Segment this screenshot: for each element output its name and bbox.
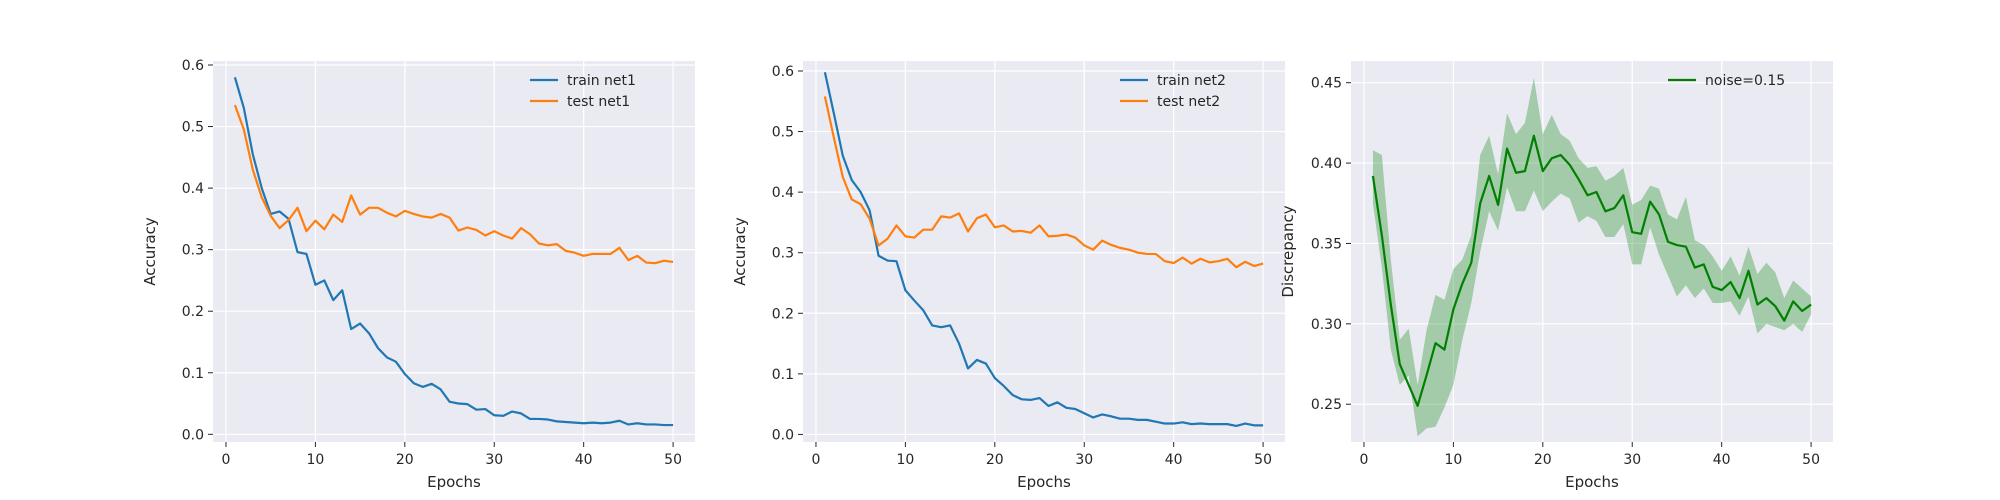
legend: train net1 test net1 [530,73,636,110]
series-train-net1 [233,77,674,427]
series-line [1371,134,1812,407]
y-tick-label: 0.1 [772,367,794,383]
x-tick-label: 40 [575,452,593,468]
chart-panel-net2: 0 10 20 30 40 50 0.0 0.1 0.2 0.3 0.4 0.5 0.6 Epochs Ac… [731,61,1285,491]
y-tick-label: 0.0 [772,427,794,443]
series-line [233,104,674,265]
legend-label: noise=0.15 [1705,73,1785,89]
y-tick-label: 0.5 [772,125,794,141]
y-tick-label: 0.45 [1311,76,1342,92]
series-train-net2 [823,71,1264,428]
x-tick-label: 30 [485,452,503,468]
y-tick-label: 0.6 [772,64,794,80]
series-noise-0-15 [1371,77,1812,437]
y-axis-label: Accuracy [731,217,749,286]
x-tick-label: 10 [306,452,324,468]
y-tick-label: 0.3 [772,246,794,262]
legend: train net2 test net2 [1120,73,1226,110]
y-tick-label: 0.6 [182,58,204,74]
x-tick-label: 20 [1534,452,1552,468]
y-tick-label: 0.2 [772,306,794,322]
x-tick-label: 50 [1254,452,1272,468]
y-tick-label: 0.3 [182,243,204,259]
chart-panel-net1: 0 10 20 30 40 50 0.0 0.1 0.2 0.3 0.4 0.5 0.6 Epochs Ac… [141,58,695,491]
x-tick-label: 50 [1802,452,1820,468]
x-tick-label: 0 [812,452,821,468]
legend-label: test net2 [1157,94,1220,110]
legend-label: train net2 [1157,73,1226,89]
plot-area [1351,61,1833,442]
x-tick-label: 30 [1075,452,1093,468]
x-tick-label: 20 [986,452,1004,468]
series-test-net1 [233,104,674,265]
series-line [823,71,1264,428]
series-test-net2 [823,96,1264,269]
series-line [233,77,674,427]
chart-panel-discrepancy: 0 10 20 30 40 50 0.25 0.30 0.35 0.40 0.45 Epochs Dis… [1279,61,1833,491]
confidence-band [1372,77,1812,437]
legend-label: train net1 [567,73,636,89]
y-tick-label: 0.30 [1311,317,1342,333]
x-tick-label: 40 [1713,452,1731,468]
y-tick-label: 0.2 [182,304,204,320]
y-tick-label: 0.40 [1311,156,1342,172]
x-tick-label: 10 [1444,452,1462,468]
y-axis-label: Discrepancy [1279,205,1297,297]
y-tick-label: 0.1 [182,366,204,382]
x-tick-label: 10 [896,452,914,468]
y-tick-label: 0.4 [772,185,794,201]
x-tick-label: 20 [396,452,414,468]
y-tick-label: 0.5 [182,120,204,136]
y-tick-label: 0.4 [182,181,204,197]
y-tick-label: 0.25 [1311,397,1342,413]
x-axis-label: Epochs [1017,473,1071,491]
series-line [823,96,1264,269]
x-tick-label: 50 [664,452,682,468]
x-tick-label: 0 [1360,452,1369,468]
x-tick-label: 40 [1165,452,1183,468]
y-tick-label: 0.35 [1311,236,1342,252]
plot-area [803,61,1285,442]
x-axis-label: Epochs [1565,473,1619,491]
x-tick-label: 30 [1623,452,1641,468]
x-axis-label: Epochs [427,473,481,491]
y-tick-label: 0.0 [182,427,204,443]
legend-label: test net1 [567,94,630,110]
x-tick-label: 0 [222,452,231,468]
legend: noise=0.15 [1668,73,1785,89]
y-axis-label: Accuracy [141,217,159,286]
